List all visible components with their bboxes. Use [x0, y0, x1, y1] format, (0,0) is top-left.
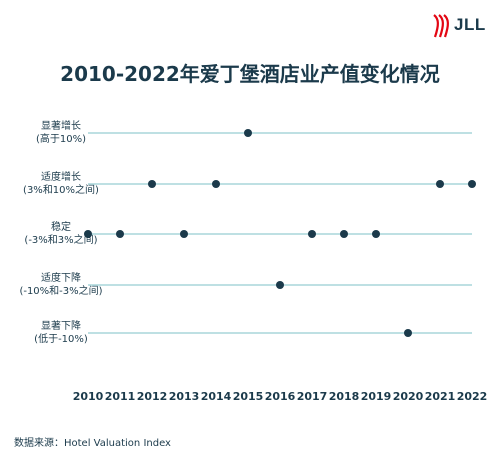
category-label: 适度增长 (3%和10%之间)	[6, 171, 116, 197]
category-label-main: 显著下降	[41, 321, 81, 332]
data-source: 数据来源：Hotel Valuation Index	[14, 438, 171, 449]
jll-logo-mark	[433, 14, 449, 38]
x-tick-label: 2022	[457, 390, 488, 403]
data-point-2018	[340, 230, 348, 238]
category-label-main: 适度下降	[41, 273, 81, 284]
category-label-range: (高于10%)	[35, 134, 87, 145]
data-point-2015	[244, 129, 252, 137]
category-label-range: (低于-10%)	[34, 334, 88, 345]
data-point-2013	[180, 230, 188, 238]
x-tick-label: 2021	[425, 390, 456, 403]
category-label-range: (-10%和-3%之间)	[19, 286, 103, 297]
category-label: 稳定 (-3%和3%之间)	[6, 221, 116, 247]
x-tick-label: 2018	[329, 390, 360, 403]
data-point-2011	[116, 230, 124, 238]
data-point-2016	[276, 281, 284, 289]
data-point-2017	[308, 230, 316, 238]
data-point-2012	[148, 180, 156, 188]
jll-logo-text: JLL	[454, 15, 486, 34]
x-tick-label: 2017	[297, 390, 328, 403]
category-label-range: (-3%和3%之间)	[24, 235, 98, 246]
category-label: 显著下降 (低于-10%)	[6, 320, 116, 346]
data-point-2010	[84, 230, 92, 238]
category-label: 显著增长 (高于10%)	[6, 120, 116, 146]
data-point-2021	[436, 180, 444, 188]
chart-title: 2010-2022年爱丁堡酒店业产值变化情况	[60, 62, 440, 86]
x-tick-label: 2012	[137, 390, 168, 403]
data-point-2014	[212, 180, 220, 188]
category-label-main: 适度增长	[41, 172, 81, 183]
data-point-2022	[468, 180, 476, 188]
data-point-2020	[404, 329, 412, 337]
x-tick-label: 2013	[169, 390, 200, 403]
category-label-main: 显著增长	[41, 121, 81, 132]
category-label: 适度下降 (-10%和-3%之间)	[6, 272, 116, 298]
x-tick-label: 2020	[393, 390, 424, 403]
data-point-2019	[372, 230, 380, 238]
category-label-main: 稳定	[51, 222, 71, 233]
x-tick-label: 2019	[361, 390, 392, 403]
category-label-range: (3%和10%之间)	[23, 185, 99, 196]
x-tick-label: 2015	[233, 390, 264, 403]
x-tick-label: 2010	[73, 390, 104, 403]
x-tick-label: 2014	[201, 390, 232, 403]
x-tick-label: 2011	[105, 390, 136, 403]
x-tick-label: 2016	[265, 390, 296, 403]
jll-logo: JLL	[430, 13, 492, 39]
